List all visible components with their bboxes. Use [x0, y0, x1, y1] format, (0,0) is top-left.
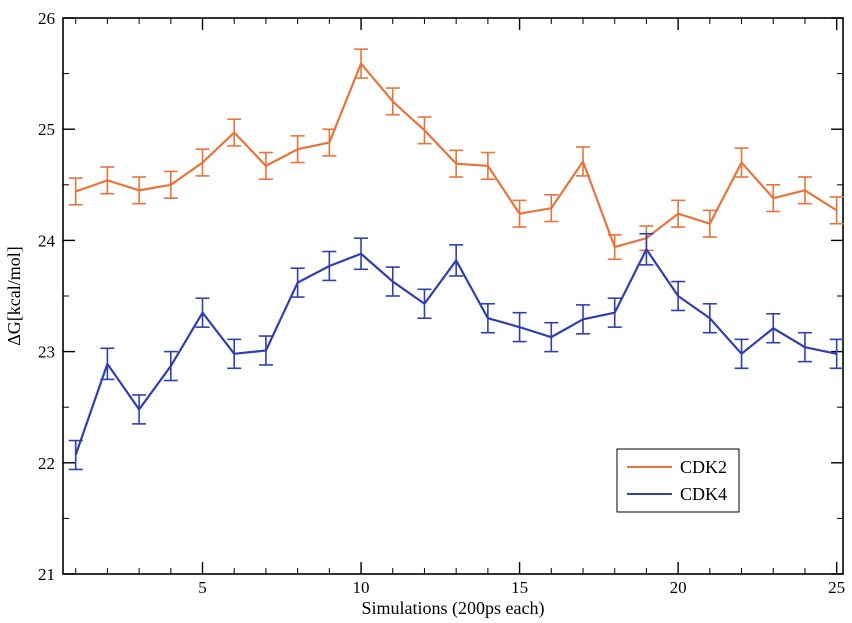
error-bar-cdk4 [829, 338, 844, 370]
error-bar-cdk4 [449, 244, 464, 277]
error-bar-cdk2 [607, 234, 622, 261]
series-layer [68, 48, 844, 471]
error-bar-cdk2 [385, 87, 400, 116]
error-bar-cdk4 [639, 232, 654, 266]
axis-tick-labels: 5 10 15 20 25 21 22 23 24 25 26 [38, 9, 845, 597]
y-tick-label: 22 [38, 454, 55, 473]
error-bar-cdk4 [290, 267, 305, 298]
error-bar-cdk2 [100, 166, 115, 195]
error-bar-cdk2 [227, 118, 242, 147]
error-bar-cdk4 [132, 394, 147, 425]
axis-ticks [63, 17, 843, 575]
error-bar-cdk4 [766, 312, 781, 344]
error-bar-cdk4 [163, 350, 178, 382]
error-bar-cdk2 [290, 135, 305, 164]
error-bar-cdk2 [163, 170, 178, 199]
error-bar-cdk4 [544, 321, 559, 353]
error-bar-cdk2 [449, 149, 464, 178]
error-bar-cdk4 [195, 297, 210, 328]
x-tick-label: 5 [198, 578, 207, 597]
y-tick-label: 25 [38, 120, 55, 139]
legend-label-cdk2: CDK2 [680, 457, 727, 477]
x-tick-label: 20 [670, 578, 687, 597]
error-bar-cdk4 [258, 335, 273, 366]
error-bar-cdk4 [322, 250, 337, 282]
legend-label-cdk4: CDK4 [680, 484, 727, 504]
error-bar-cdk2 [512, 199, 527, 228]
error-bar-cdk2 [544, 194, 559, 223]
error-bar-cdk2 [68, 177, 83, 206]
error-bar-cdk4 [385, 266, 400, 297]
x-tick-label: 15 [511, 578, 528, 597]
legend: CDK2 CDK4 [616, 448, 740, 513]
error-bar-cdk4 [227, 338, 242, 370]
error-bar-cdk2 [354, 48, 369, 79]
series-line-cdk4 [74, 248, 837, 456]
y-tick-label: 23 [38, 343, 55, 362]
y-tick-label: 26 [38, 9, 55, 28]
x-tick-label: 10 [353, 578, 370, 597]
error-bar-cdk2 [829, 196, 844, 225]
error-bar-cdk4 [512, 311, 527, 343]
error-bar-cdk2 [417, 116, 432, 145]
error-bar-cdk4 [417, 288, 432, 320]
error-bar-cdk4 [797, 331, 812, 363]
error-bar-cdk2 [132, 176, 147, 205]
error-bar-cdk4 [354, 237, 369, 271]
error-bar-cdk4 [671, 280, 686, 312]
error-bar-cdk4 [702, 302, 717, 334]
x-tick-label: 25 [828, 578, 845, 597]
series-cdk4 [68, 232, 844, 471]
x-axis-title: Simulations (200ps each) [362, 598, 545, 619]
error-bar-cdk2 [797, 176, 812, 205]
y-tick-label: 24 [38, 231, 56, 250]
error-bar-cdk2 [766, 184, 781, 213]
error-bar-cdk2 [480, 151, 495, 181]
error-bar-cdk2 [671, 199, 686, 228]
error-bar-cdk4 [576, 304, 590, 335]
y-axis-title: ΔG[kcal/mol] [4, 246, 24, 346]
error-bar-cdk2 [702, 209, 717, 238]
series-cdk2 [68, 48, 844, 261]
error-bar-cdk2 [258, 151, 273, 181]
error-bar-cdk2 [195, 148, 210, 177]
error-bar-cdk4 [734, 338, 749, 370]
error-bar-cdk2 [576, 146, 590, 177]
error-bar-cdk2 [322, 128, 337, 157]
y-tick-label: 21 [38, 565, 55, 584]
error-bar-cdk4 [68, 439, 83, 471]
error-bar-cdk4 [100, 347, 115, 381]
error-bar-cdk4 [480, 302, 495, 334]
error-bar-cdk2 [734, 147, 749, 178]
error-bar-cdk4 [607, 297, 622, 328]
legend-box [616, 448, 740, 513]
